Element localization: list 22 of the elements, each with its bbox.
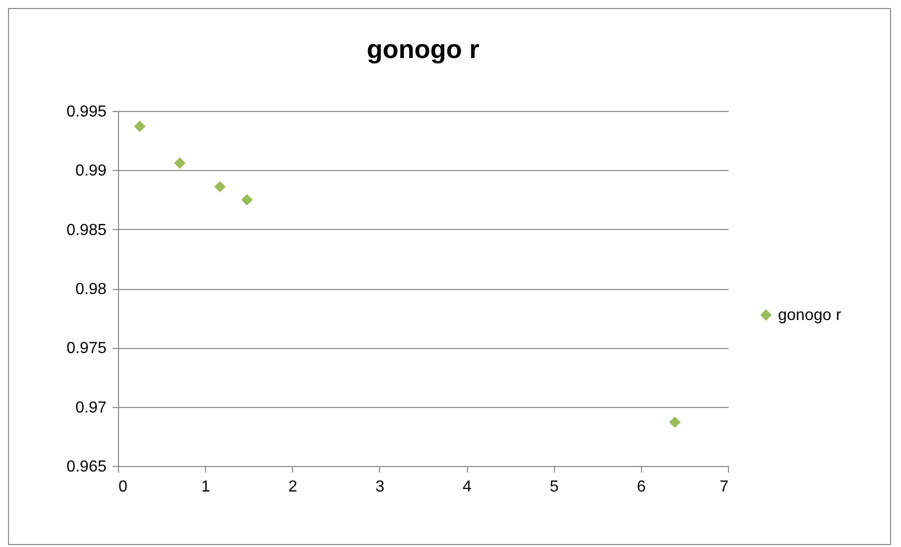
- point: [174, 157, 186, 169]
- point: [669, 416, 681, 428]
- y-tick-label: 0.965: [66, 458, 107, 476]
- y-tick-label: 0.97: [75, 399, 107, 416]
- x-tick-label: 0: [118, 478, 128, 496]
- x-tick-label: 6: [636, 478, 646, 496]
- point: [214, 181, 226, 192]
- x-tick-label: 5: [550, 478, 559, 496]
- x-tick-label: 4: [462, 478, 472, 496]
- x-tick-label: 1: [201, 478, 210, 496]
- x-tick-label: 3: [375, 478, 384, 496]
- point: [241, 194, 253, 206]
- x-tick-label: 7: [720, 478, 729, 496]
- legend-label: gonogo r: [778, 307, 842, 324]
- point: [134, 120, 146, 132]
- y-tick-label: 0.995: [66, 104, 107, 120]
- chart-title: gonogo r: [366, 34, 480, 64]
- y-tick-label: 0.985: [66, 222, 107, 239]
- y-tick-label: 0.99: [75, 162, 107, 180]
- y-tick-label: 0.98: [75, 281, 107, 298]
- y-tick-label: 0.975: [66, 340, 107, 358]
- x-tick-label: 2: [288, 478, 298, 496]
